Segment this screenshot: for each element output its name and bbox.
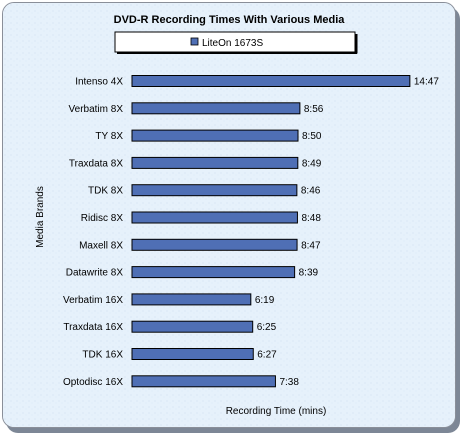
data-label: 7:38 (279, 377, 299, 388)
bar (131, 320, 254, 333)
data-label: 8:49 (302, 158, 322, 169)
data-label: 8:50 (302, 131, 322, 142)
category-label: Maxell 8X (79, 240, 123, 251)
category-label: Datawrite 8X (66, 268, 124, 279)
legend-swatch (190, 37, 199, 46)
bar (131, 211, 298, 224)
data-label: 8:39 (299, 268, 319, 279)
legend-label: LiteOn 1673S (202, 38, 263, 49)
category-label: Optodisc 16X (63, 377, 123, 388)
category-label: Traxdata 16X (63, 322, 123, 333)
bar (131, 375, 276, 388)
bar (131, 129, 299, 142)
x-axis-label: Recording Time (mins) (226, 406, 327, 417)
chart-frame: DVD-R Recording Times With Various Media… (2, 2, 456, 428)
category-label: Ridisc 8X (81, 213, 124, 224)
bar-chart: DVD-R Recording Times With Various Media… (3, 3, 455, 427)
category-label: TDK 16X (82, 350, 123, 361)
legend: LiteOn 1673S (114, 31, 358, 54)
category-label: TDK 8X (88, 186, 123, 197)
data-label: 6:27 (257, 350, 277, 361)
category-label: Intenso 4X (75, 77, 123, 88)
bar (131, 184, 298, 197)
data-label: 8:48 (301, 213, 321, 224)
bar (131, 156, 299, 169)
data-label: 6:25 (257, 322, 277, 333)
data-label: 6:19 (255, 295, 275, 306)
data-label: 8:47 (301, 240, 321, 251)
category-label: Traxdata 8X (69, 158, 123, 169)
bar (131, 102, 301, 115)
plot-area: Intenso 4X 14:47 Verbatim 8X 8:56 TY 8X 8:50 T… (63, 75, 439, 388)
data-label: 14:47 (414, 77, 439, 88)
bar (131, 266, 296, 279)
bar (131, 293, 252, 306)
category-label: Verbatim 16X (63, 295, 123, 306)
data-label: 8:56 (304, 104, 324, 115)
bar (131, 348, 254, 360)
category-label: Verbatim 8X (69, 104, 124, 115)
chart-title: DVD-R Recording Times With Various Media (114, 14, 346, 26)
bar (131, 238, 298, 251)
bar (131, 75, 411, 87)
y-axis-label: Media Brands (35, 186, 46, 248)
data-label: 8:46 (301, 186, 321, 197)
category-label: TY 8X (95, 131, 123, 142)
